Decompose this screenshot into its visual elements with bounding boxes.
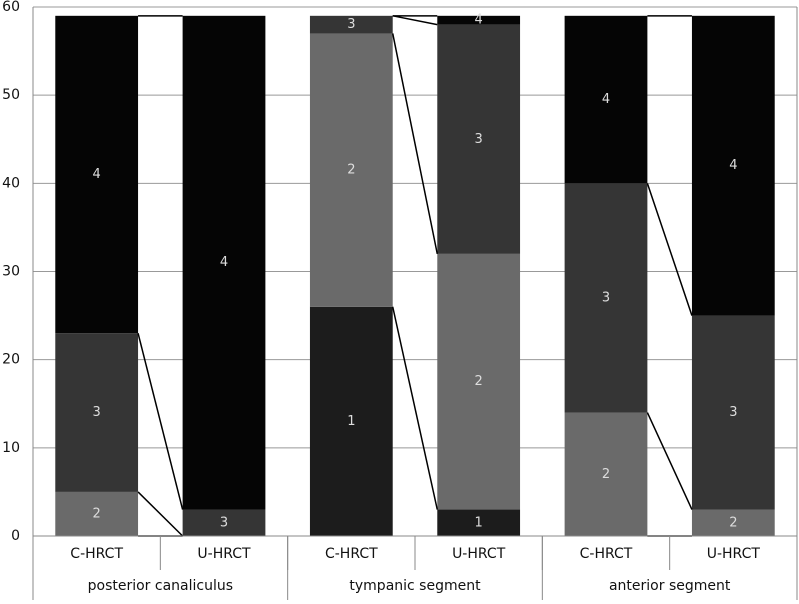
x-tick-label: U-HRCT: [452, 546, 506, 562]
segment-label: 3: [347, 17, 355, 32]
segment-label: 3: [475, 132, 483, 147]
x-tick-label: C-HRCT: [580, 546, 633, 562]
bar-segment: [55, 333, 139, 492]
segment-label: 3: [93, 405, 101, 420]
segment-label: 2: [93, 506, 101, 521]
x-tick-label: C-HRCT: [325, 546, 378, 562]
segment-label: 2: [347, 163, 355, 178]
bar-segment: [564, 183, 648, 413]
connector-line: [646, 412, 693, 510]
segment-label: 4: [220, 255, 228, 270]
group-label: tympanic segment: [349, 578, 481, 594]
y-tick-label: 40: [2, 175, 20, 191]
y-tick-label: 60: [2, 0, 20, 15]
group-label: posterior canaliculus: [88, 578, 233, 594]
group-label: anterior segment: [609, 578, 731, 594]
segment-label: 2: [602, 467, 610, 482]
bar-segment: [437, 509, 521, 536]
bar-segment: [437, 253, 521, 510]
x-tick-label: U-HRCT: [197, 546, 251, 562]
y-tick-label: 10: [2, 440, 20, 456]
bar-segment: [691, 315, 775, 510]
bar-segment: [691, 509, 775, 536]
segment-label: 3: [602, 290, 610, 305]
bar-segment: [437, 24, 521, 254]
bar-segment: [309, 15, 393, 34]
segment-label: 4: [602, 92, 610, 107]
connector-line: [391, 306, 439, 510]
y-tick-label: 0: [11, 528, 20, 544]
segment-label: 4: [93, 167, 101, 182]
segment-label: 1: [347, 414, 355, 429]
bar-segment: [182, 15, 266, 510]
segment-label: 1: [475, 515, 483, 530]
bar-segment: [55, 15, 139, 334]
connector-line: [392, 15, 438, 26]
x-tick-label: U-HRCT: [707, 546, 761, 562]
segment-label: 3: [220, 515, 228, 530]
connector-line: [646, 183, 693, 316]
segment-label: 4: [475, 13, 483, 28]
y-tick-label: 50: [2, 87, 20, 103]
bar-segment: [309, 33, 393, 307]
segment-label: 3: [729, 405, 737, 420]
connector-line: [391, 33, 439, 255]
y-tick-label: 30: [2, 264, 20, 280]
bar-segment: [309, 306, 393, 536]
bar-segment: [55, 491, 139, 536]
connector-line: [137, 491, 184, 537]
bar-segment: [564, 15, 648, 184]
bar-segment: [437, 15, 521, 25]
x-tick-label: C-HRCT: [70, 546, 123, 562]
segment-label: 2: [475, 374, 483, 389]
segment-label: 2: [729, 515, 737, 530]
bar-segment: [182, 509, 266, 536]
bar-segment: [691, 15, 775, 316]
bar-segment: [564, 412, 648, 536]
connector-line: [137, 333, 184, 510]
segment-label: 4: [729, 158, 737, 173]
y-tick-label: 20: [2, 352, 20, 368]
